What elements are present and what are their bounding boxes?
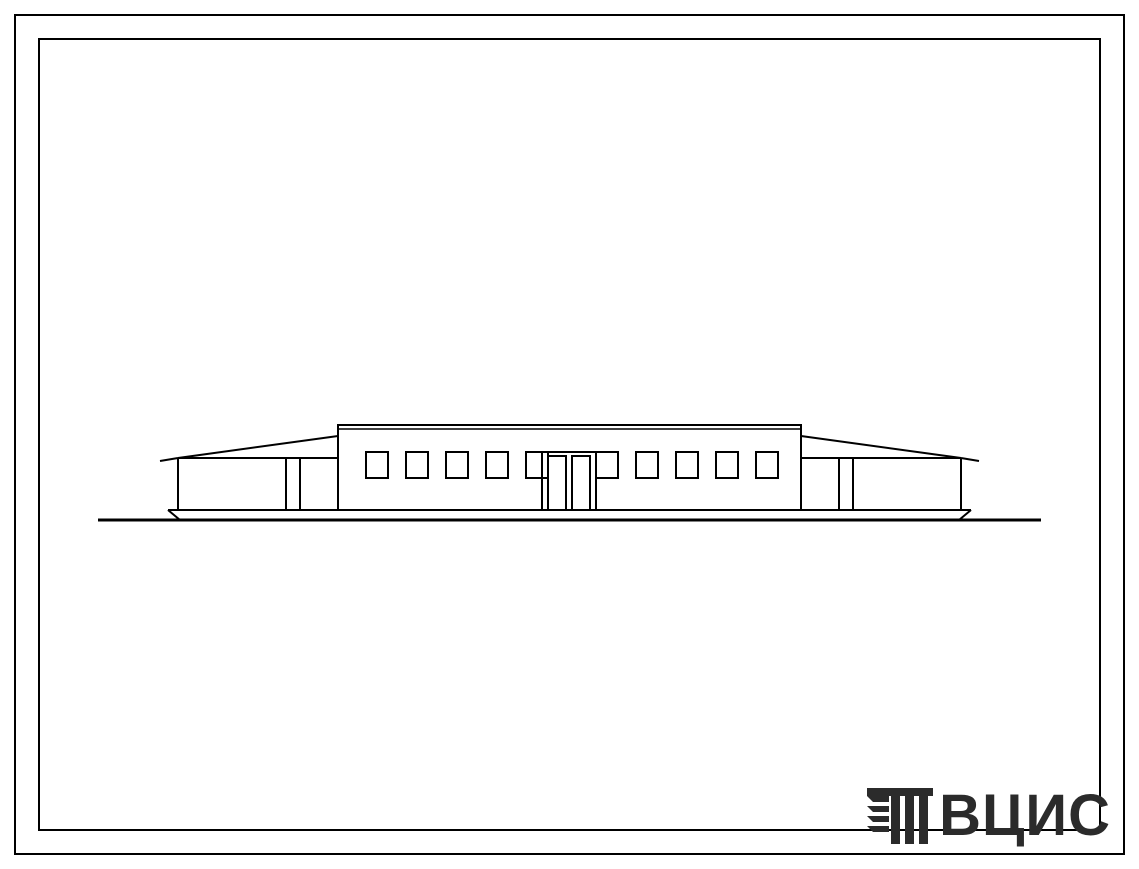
elevation-drawing — [38, 38, 1101, 831]
logo: ВЦИС — [867, 782, 1111, 849]
building-elevation-svg — [38, 38, 1101, 831]
logo-mark-icon — [867, 788, 933, 844]
logo-text: ВЦИС — [939, 782, 1111, 849]
logo-glyph — [867, 788, 933, 844]
